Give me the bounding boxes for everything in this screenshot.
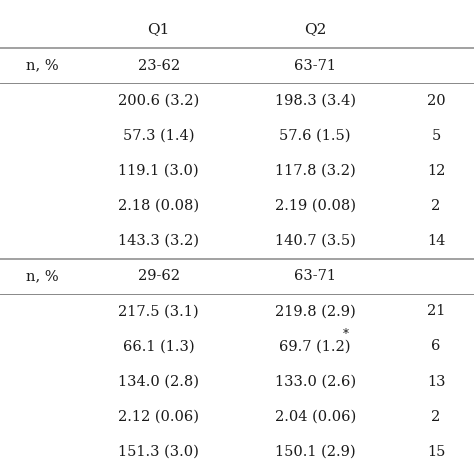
Text: 63-71: 63-71 <box>294 59 336 73</box>
Text: Q2: Q2 <box>304 22 327 36</box>
Text: 200.6 (3.2): 200.6 (3.2) <box>118 94 200 108</box>
Text: 150.1 (2.9): 150.1 (2.9) <box>275 445 356 459</box>
Text: 63-71: 63-71 <box>294 269 336 283</box>
Text: 140.7 (3.5): 140.7 (3.5) <box>275 234 356 248</box>
Text: 2: 2 <box>431 410 441 424</box>
Text: 13: 13 <box>427 374 446 389</box>
Text: *: * <box>343 328 349 341</box>
Text: 2: 2 <box>431 199 441 213</box>
Text: Q1: Q1 <box>147 22 170 36</box>
Text: 66.1 (1.3): 66.1 (1.3) <box>123 339 195 354</box>
Text: 117.8 (3.2): 117.8 (3.2) <box>275 164 356 178</box>
Text: 151.3 (3.0): 151.3 (3.0) <box>118 445 199 459</box>
Text: 15: 15 <box>427 445 445 459</box>
Text: 23-62: 23-62 <box>138 59 180 73</box>
Text: 12: 12 <box>427 164 445 178</box>
Text: 14: 14 <box>427 234 445 248</box>
Text: 2.12 (0.06): 2.12 (0.06) <box>118 410 199 424</box>
Text: 20: 20 <box>427 94 446 108</box>
Text: 57.3 (1.4): 57.3 (1.4) <box>123 129 194 143</box>
Text: 2.04 (0.06): 2.04 (0.06) <box>274 410 356 424</box>
Text: 119.1 (3.0): 119.1 (3.0) <box>118 164 199 178</box>
Text: 198.3 (3.4): 198.3 (3.4) <box>275 94 356 108</box>
Text: 217.5 (3.1): 217.5 (3.1) <box>118 304 199 319</box>
Text: n, %: n, % <box>27 59 59 73</box>
Text: 133.0 (2.6): 133.0 (2.6) <box>274 374 356 389</box>
Text: 134.0 (2.8): 134.0 (2.8) <box>118 374 199 389</box>
Text: 2.18 (0.08): 2.18 (0.08) <box>118 199 200 213</box>
Text: 143.3 (3.2): 143.3 (3.2) <box>118 234 199 248</box>
Text: 21: 21 <box>427 304 445 319</box>
Text: n, %: n, % <box>27 269 59 283</box>
Text: 57.6 (1.5): 57.6 (1.5) <box>280 129 351 143</box>
Text: 219.8 (2.9): 219.8 (2.9) <box>275 304 356 319</box>
Text: 6: 6 <box>431 339 441 354</box>
Text: 2.19 (0.08): 2.19 (0.08) <box>275 199 356 213</box>
Text: 5: 5 <box>431 129 441 143</box>
Text: 69.7 (1.2): 69.7 (1.2) <box>280 339 351 354</box>
Text: 29-62: 29-62 <box>138 269 180 283</box>
